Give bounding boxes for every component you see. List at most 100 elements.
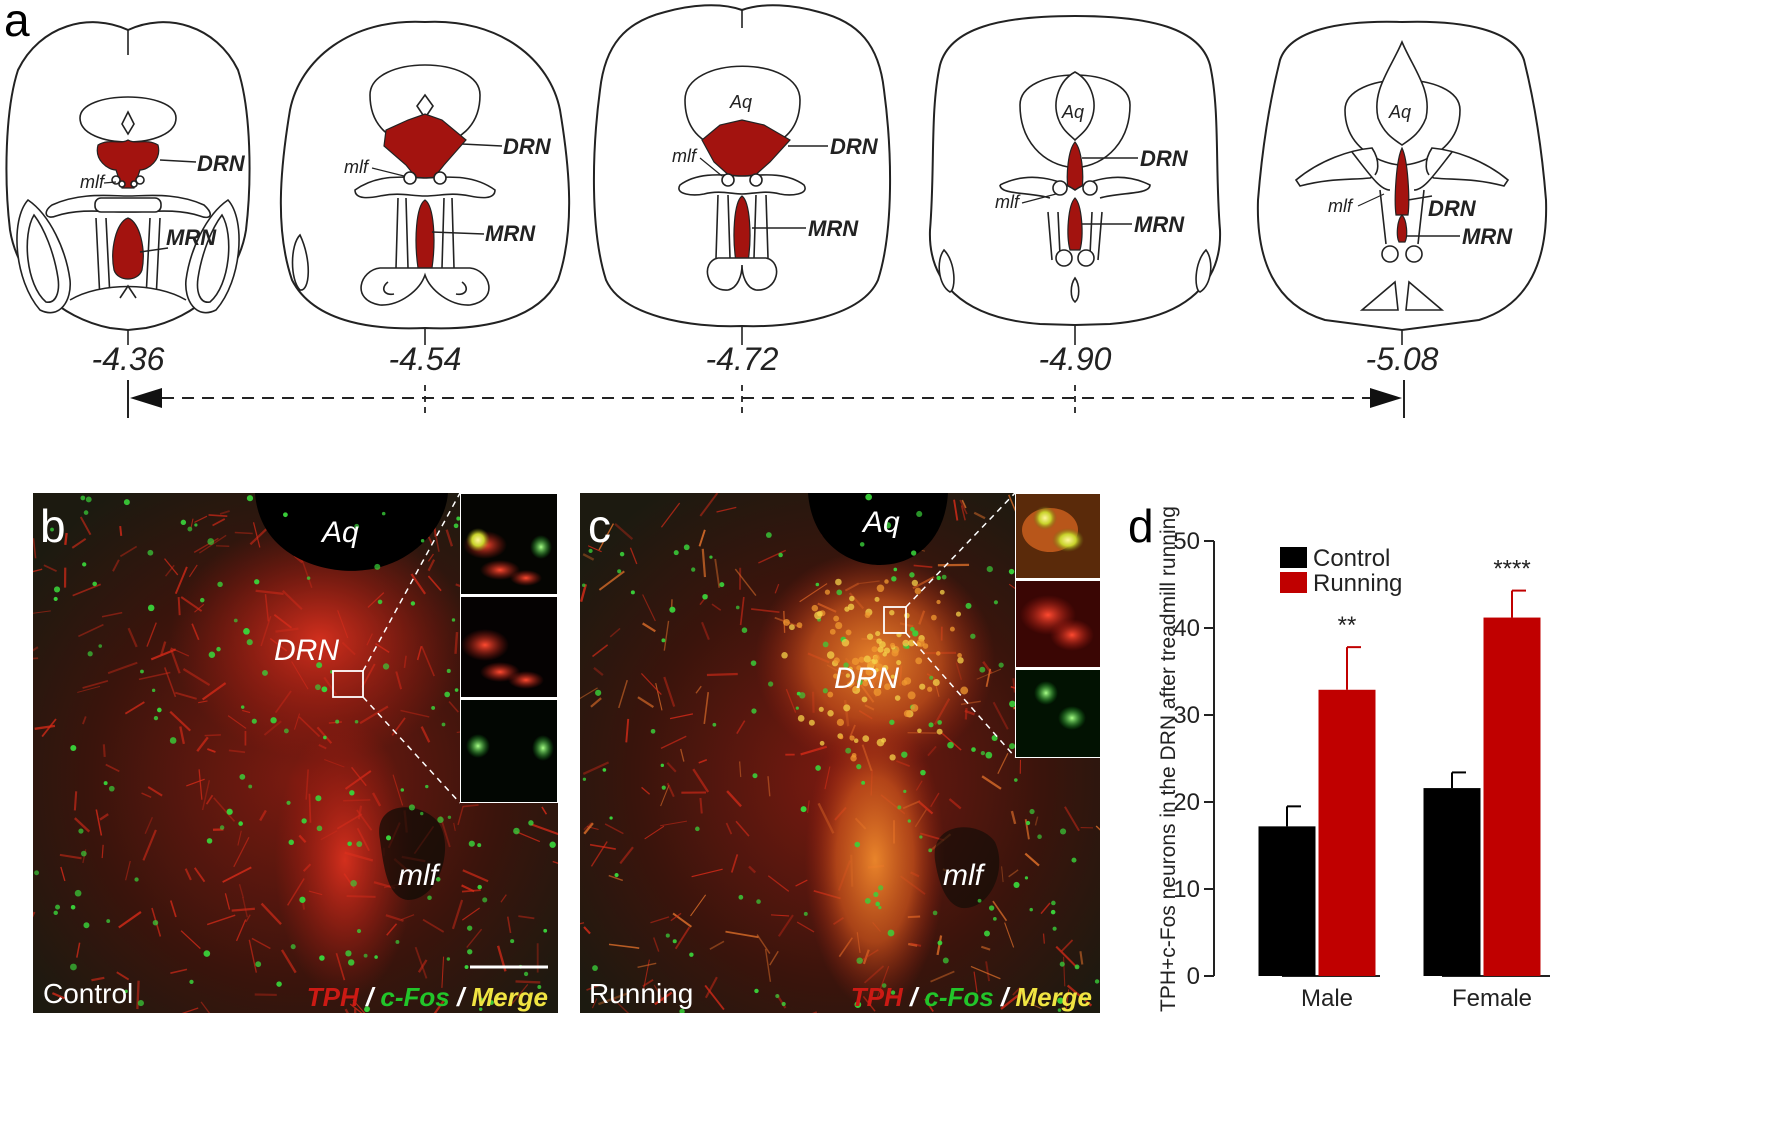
colabeled-cell xyxy=(833,673,839,679)
cfos-nucleus xyxy=(316,662,323,669)
cfos-nucleus xyxy=(53,596,58,602)
fiber-stroke xyxy=(242,896,248,918)
fiber-stroke xyxy=(138,671,171,681)
fiber-stroke xyxy=(451,899,464,930)
fiber-stroke xyxy=(703,691,710,725)
fiber-stroke xyxy=(812,1011,818,1013)
fiber-stroke xyxy=(422,918,445,933)
fiber-stroke xyxy=(204,734,221,737)
drn-label-1: DRN xyxy=(197,151,246,176)
fiber-stroke xyxy=(205,794,214,805)
drn-nucleus-3 xyxy=(701,119,791,179)
cfos-nucleus xyxy=(427,895,432,901)
fiber-stroke xyxy=(461,907,480,921)
coord-label-1: -4.36 xyxy=(92,341,165,377)
cfos-nucleus xyxy=(152,919,159,926)
cfos-nucleus xyxy=(873,891,879,898)
cfos-nucleus xyxy=(240,705,245,709)
fiber-stroke xyxy=(598,570,625,591)
cfos-nucleus xyxy=(754,988,759,994)
cfos-nucleus xyxy=(942,957,949,964)
colabeled-cell xyxy=(876,738,885,747)
inset-merge-c xyxy=(1016,494,1100,578)
fiber-stroke xyxy=(583,822,594,835)
fiber-stroke xyxy=(583,822,593,831)
cfos-nucleus xyxy=(147,604,155,612)
cfos-nucleus xyxy=(425,784,429,789)
cfos-nucleus xyxy=(890,990,896,995)
fiber-stroke xyxy=(690,894,707,917)
cfos-nucleus xyxy=(993,600,999,605)
stain-tph-c: TPH xyxy=(851,982,904,1012)
fiber-stroke xyxy=(711,603,722,611)
fiber-stroke xyxy=(193,867,206,883)
cfos-nucleus xyxy=(441,722,446,727)
fiber-stroke xyxy=(660,502,681,528)
brain-section-4: Aq DRN mlf MRN xyxy=(928,14,1222,345)
colabeled-cell xyxy=(861,696,868,703)
fiber-stroke xyxy=(201,780,211,811)
fiber-stroke xyxy=(730,854,739,873)
fiber-stroke xyxy=(608,943,640,949)
fiber-stroke xyxy=(680,748,685,762)
cfos-nucleus xyxy=(70,745,77,752)
fiber-stroke xyxy=(985,961,991,982)
colabeled-cell xyxy=(939,589,945,595)
cfos-nucleus xyxy=(335,719,340,724)
fiber-stroke xyxy=(590,697,602,708)
fiber-stroke xyxy=(95,809,103,836)
fiber-stroke xyxy=(948,798,962,810)
fiber-stroke xyxy=(1034,816,1039,826)
colabeled-cell xyxy=(931,614,937,621)
cfos-nucleus xyxy=(695,826,700,832)
cfos-nucleus xyxy=(1013,881,1020,888)
cfos-nucleus xyxy=(932,910,938,916)
cfos-nucleus xyxy=(447,815,452,820)
fiber-stroke xyxy=(119,545,138,558)
colabeled-cell xyxy=(853,738,859,743)
fiber-stroke xyxy=(796,921,815,933)
cfos-nucleus xyxy=(50,527,54,532)
colabeled-cell xyxy=(835,578,842,586)
fiber-stroke xyxy=(453,822,456,831)
fiber-stroke xyxy=(663,620,670,651)
cfos-nucleus xyxy=(108,785,115,792)
cfos-nucleus xyxy=(321,686,328,693)
fiber-stroke xyxy=(655,682,663,711)
cfos-nucleus xyxy=(815,765,821,771)
fiber-stroke xyxy=(1040,902,1051,915)
fiber-stroke xyxy=(590,841,608,867)
cfos-nucleus xyxy=(246,639,253,646)
colabeled-cell xyxy=(891,649,899,657)
cfos-nucleus xyxy=(971,747,976,752)
fiber-stroke xyxy=(208,514,228,517)
drn-label-5: DRN xyxy=(1428,196,1477,221)
colabeled-cell xyxy=(796,622,803,628)
fiber-stroke xyxy=(716,506,737,513)
fiber-stroke xyxy=(598,523,615,551)
cfos-nucleus xyxy=(187,526,193,532)
fiber-stroke xyxy=(280,949,297,974)
colabeled-cell xyxy=(884,579,889,584)
fiber-stroke xyxy=(1008,869,1019,878)
cfos-nucleus xyxy=(478,997,484,1002)
cfos-nucleus xyxy=(937,940,943,946)
fiber-stroke xyxy=(764,948,772,982)
fiber-stroke xyxy=(660,735,687,749)
fiber-stroke xyxy=(618,679,628,709)
fiber-stroke xyxy=(725,930,759,939)
fiber-stroke xyxy=(767,875,790,892)
legend-label: Control xyxy=(1313,545,1390,572)
cfos-nucleus xyxy=(437,816,444,823)
bar-running-female xyxy=(1483,617,1541,976)
cfos-nucleus xyxy=(799,692,806,699)
fiber-stroke xyxy=(245,914,251,923)
colabeled-cell xyxy=(833,657,840,664)
cfos-nucleus xyxy=(446,668,451,673)
cfos-nucleus xyxy=(431,705,436,710)
colabeled-cell xyxy=(903,710,911,718)
colabeled-cell xyxy=(845,673,851,678)
colabeled-cell xyxy=(917,728,922,734)
mrn-nucleus-4 xyxy=(1067,197,1083,251)
